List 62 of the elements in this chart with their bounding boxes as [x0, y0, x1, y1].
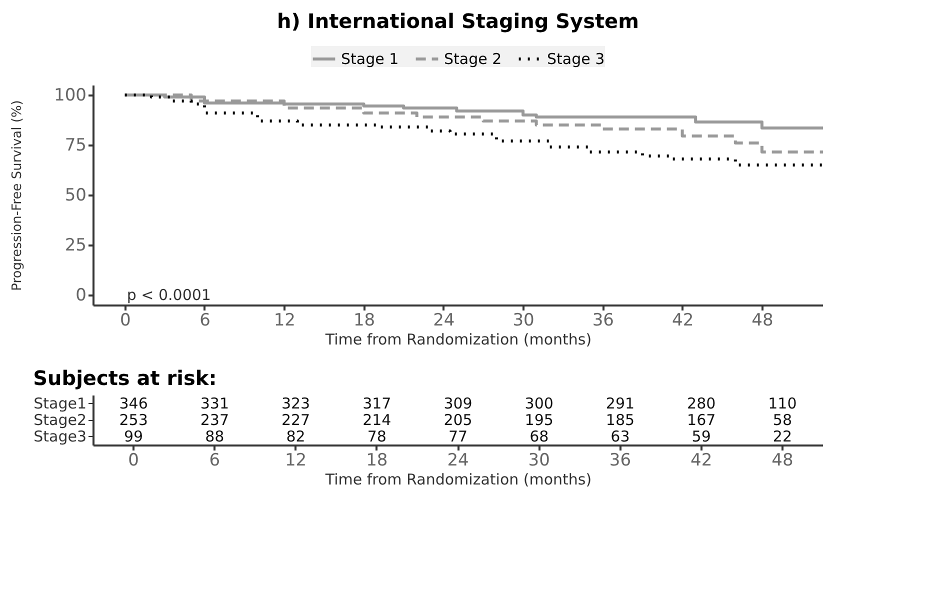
- data-label: 300: [524, 394, 554, 412]
- legend-label: Stage 1: [341, 50, 399, 68]
- chart-title: Subjects at risk:: [33, 366, 217, 390]
- y-axis-title: Progression-Free Survival (%): [10, 100, 26, 291]
- x-axis-title: Time from Randomization (months): [324, 470, 592, 488]
- y-tick-label: 50: [64, 186, 86, 206]
- data-label: 77: [448, 428, 468, 446]
- y-tick-label: Stage1: [34, 394, 86, 412]
- data-label: 291: [606, 394, 635, 412]
- x-tick-label: 42: [672, 310, 694, 330]
- data-label: 323: [281, 394, 310, 412]
- data-label: 227: [281, 411, 310, 429]
- legend-label: Stage 3: [547, 50, 605, 68]
- data-label: 99: [124, 428, 144, 446]
- y-tick-label: Stage2: [34, 411, 86, 429]
- data-label: 205: [444, 411, 472, 429]
- x-tick-label: 0: [128, 450, 139, 470]
- x-tick-label: 18: [366, 450, 388, 470]
- chart-title: h) International Staging System: [277, 9, 639, 33]
- x-tick-label: 36: [592, 310, 614, 330]
- data-label: 110: [768, 394, 797, 412]
- data-label: 59: [692, 428, 711, 446]
- data-label: 185: [606, 411, 635, 429]
- data-label: 22: [772, 428, 792, 446]
- data-label: 82: [286, 428, 306, 446]
- data-label: 309: [444, 394, 472, 412]
- annotation: p < 0.0001: [126, 286, 211, 304]
- data-label: 280: [687, 394, 716, 412]
- data-label: 214: [362, 411, 392, 429]
- x-tick-label: 24: [447, 450, 469, 470]
- x-tick-label: 12: [284, 450, 307, 470]
- data-label: 68: [530, 428, 549, 446]
- x-tick-label: 24: [433, 310, 455, 330]
- data-label: 78: [367, 428, 386, 446]
- x-tick-label: 12: [274, 310, 296, 330]
- x-tick-label: 18: [353, 310, 376, 330]
- x-tick-label: 6: [200, 310, 210, 330]
- y-tick-label: 100: [54, 86, 86, 106]
- legend-label: Stage 2: [444, 50, 502, 68]
- data-label: 237: [200, 411, 229, 429]
- data-label: 331: [200, 394, 229, 412]
- x-tick-label: 30: [528, 450, 550, 470]
- y-tick-label: Stage3: [34, 428, 86, 446]
- x-tick-label: 30: [512, 310, 534, 330]
- x-tick-label: 48: [772, 450, 794, 470]
- data-label: 63: [610, 428, 630, 446]
- y-tick-label: 0: [76, 286, 86, 306]
- data-label: 88: [205, 428, 224, 446]
- x-tick-label: 6: [209, 450, 220, 470]
- x-tick-label: 0: [120, 310, 131, 330]
- y-tick-label: 75: [64, 136, 86, 156]
- x-tick-label: 42: [690, 450, 712, 470]
- y-tick-label: 25: [64, 236, 86, 256]
- data-label: 167: [687, 411, 716, 429]
- data-label: 346: [119, 394, 148, 412]
- data-label: 58: [772, 411, 792, 429]
- x-axis-title: Time from Randomization (months): [324, 330, 592, 348]
- x-tick-label: 36: [609, 450, 632, 470]
- data-label: 317: [362, 394, 392, 412]
- data-label: 195: [524, 411, 554, 429]
- data-label: 253: [119, 411, 148, 429]
- x-tick-label: 48: [752, 310, 774, 330]
